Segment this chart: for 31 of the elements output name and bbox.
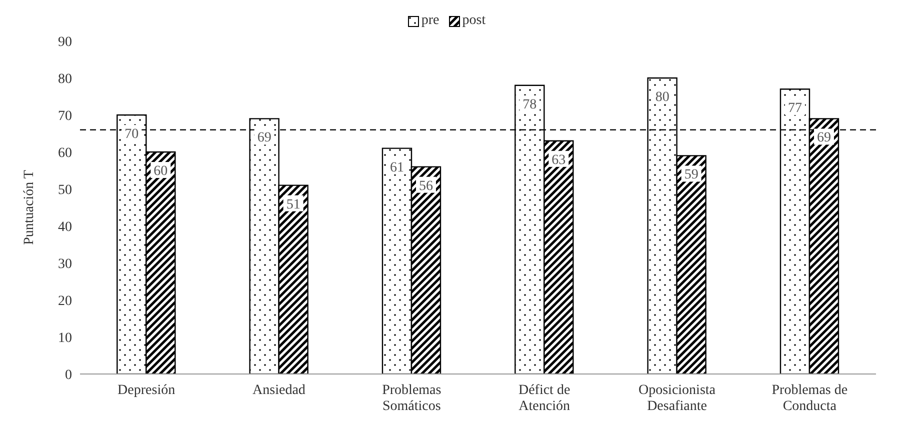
- y-tick-label: 10: [58, 330, 72, 346]
- y-tick-label: 60: [58, 146, 72, 161]
- data-label: 60: [154, 164, 168, 179]
- data-label: 69: [257, 130, 272, 146]
- y-tick-label: 50: [58, 182, 72, 198]
- y-tick-label: 70: [58, 108, 72, 124]
- y-tick-label: 80: [58, 72, 72, 87]
- y-tick-label: 90: [58, 34, 72, 50]
- y-tick-label: 20: [58, 294, 72, 309]
- data-label: 77: [788, 101, 802, 116]
- legend-label: post: [461, 13, 486, 29]
- legend-label: pre: [420, 13, 440, 29]
- data-label: 51: [286, 197, 300, 212]
- data-label: 59: [684, 168, 698, 183]
- data-label: 56: [418, 178, 433, 194]
- x-tick-label: Depresión: [118, 383, 176, 398]
- data-label: 70: [124, 127, 139, 142]
- y-axis-title: Puntuación T: [22, 170, 37, 245]
- x-tick-label: Problemas Somáticos: [382, 383, 442, 414]
- data-label: 78: [522, 97, 537, 112]
- x-tick-label: Défict de Atención: [518, 383, 570, 414]
- data-label: 63: [552, 152, 566, 168]
- data-label: 61: [390, 160, 404, 176]
- x-tick-label: Oposicionista Desafiante: [638, 383, 716, 414]
- x-tick-label: Ansiedad: [252, 383, 306, 398]
- x-tick-label: Problemas de Conducta: [772, 383, 848, 414]
- y-tick-label: 40: [58, 220, 72, 235]
- y-tick-label: 30: [58, 256, 72, 272]
- y-tick-label: 0: [65, 368, 72, 383]
- data-label: 80: [655, 90, 670, 105]
- data-label: 69: [816, 130, 831, 146]
